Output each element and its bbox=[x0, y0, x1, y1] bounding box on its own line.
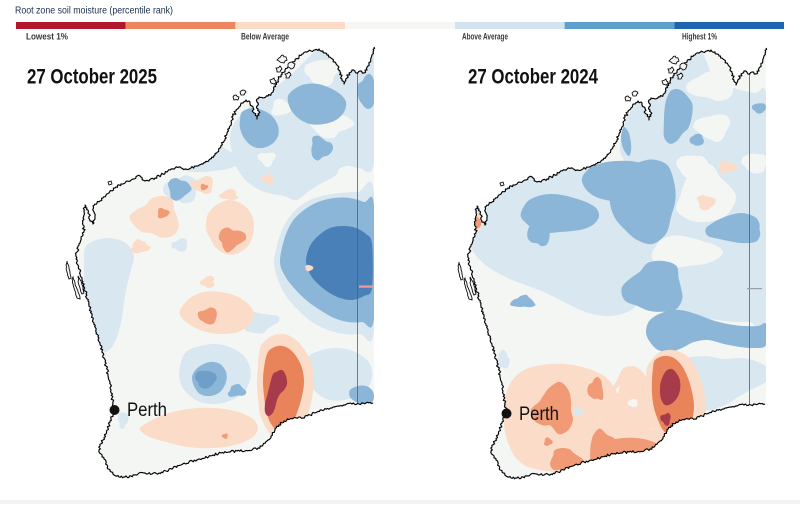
svg-text:Highest 1%: Highest 1% bbox=[682, 32, 717, 42]
svg-text:Below Average: Below Average bbox=[241, 32, 289, 42]
svg-text:Above Average: Above Average bbox=[462, 32, 508, 42]
svg-text:Root zone soil moisture (perce: Root zone soil moisture (percentile rank… bbox=[15, 6, 173, 17]
svg-text:27 October 2025: 27 October 2025 bbox=[27, 66, 157, 89]
svg-text:27 October 2024: 27 October 2024 bbox=[468, 66, 598, 89]
svg-text:Lowest 1%: Lowest 1% bbox=[26, 32, 68, 42]
svg-text:Perth: Perth bbox=[127, 400, 167, 421]
svg-text:Perth: Perth bbox=[519, 404, 559, 425]
